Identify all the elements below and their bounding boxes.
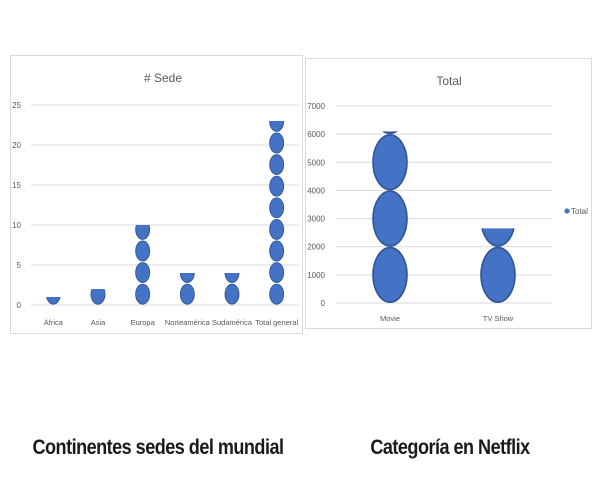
y-tick-label: 0	[321, 299, 326, 308]
x-category-label: Asia	[91, 318, 106, 327]
caption-continentes: Continentes sedes del mundial	[32, 436, 284, 459]
data-symbol	[269, 175, 285, 197]
data-symbol	[480, 246, 516, 303]
caption-netflix: Categoría en Netflix	[370, 436, 530, 459]
data-symbol	[269, 121, 285, 132]
x-category-label: Movie	[380, 314, 400, 323]
y-tick-label: 10	[12, 221, 21, 230]
bar-sudamerica	[224, 273, 240, 305]
data-symbol	[372, 134, 408, 191]
data-symbol	[90, 289, 106, 305]
y-tick-label: 5	[17, 261, 22, 270]
y-tick-label: 20	[12, 141, 21, 150]
bar-asia	[90, 289, 106, 305]
y-tick-label: 0	[17, 301, 22, 310]
y-tick-label: 6000	[307, 130, 325, 139]
data-symbol	[382, 131, 398, 135]
data-symbol	[372, 246, 408, 303]
y-tick-label: 3000	[307, 215, 325, 224]
bar-africa	[46, 297, 61, 305]
x-category-label: Europa	[131, 318, 156, 327]
data-symbol	[135, 262, 151, 284]
bar-norteamerica	[179, 273, 195, 305]
x-category-label: Total general	[255, 318, 298, 327]
y-tick-label: 7000	[307, 102, 325, 111]
chart-panel-netflix: Total 0 1000 2000 3000 4000 5000 6000 7000 Movie T…	[305, 58, 592, 329]
y-tick-label: 1000	[307, 271, 325, 280]
x-category-label: África	[44, 318, 64, 327]
data-symbol	[269, 197, 285, 219]
data-symbol	[179, 273, 195, 284]
chart-sede-svg: # Sede 0 5 10 15 20 25 África Asia Europa Norteamé…	[12, 71, 299, 327]
data-symbol	[269, 218, 285, 240]
data-symbol	[135, 240, 151, 262]
x-category-label: TV Show	[483, 314, 514, 323]
data-symbol	[46, 297, 61, 305]
chart-panel-sede: # Sede 0 5 10 15 20 25 África Asia Europa Norteamé…	[10, 55, 303, 334]
data-symbol	[269, 154, 285, 176]
bar-movie	[372, 131, 408, 303]
data-symbol	[372, 190, 408, 247]
y-tick-label: 4000	[307, 186, 325, 195]
x-category-label: Norteamérica	[165, 318, 211, 327]
chart-netflix-svg: Total 0 1000 2000 3000 4000 5000 6000 7000 Movie T…	[307, 74, 552, 323]
chart-title: # Sede	[144, 71, 182, 85]
data-symbol	[224, 273, 240, 284]
bar-tv-show	[480, 228, 516, 303]
data-symbol	[269, 240, 285, 262]
y-tick-label: 15	[12, 181, 21, 190]
chart-title: Total	[436, 74, 461, 88]
data-symbol	[224, 283, 240, 305]
y-tick-label: 2000	[307, 243, 325, 252]
data-symbol	[179, 283, 195, 305]
data-symbol	[135, 225, 151, 240]
data-symbol	[135, 283, 151, 305]
y-tick-label: 5000	[307, 158, 325, 167]
y-tick-label: 25	[12, 101, 21, 110]
data-symbol	[481, 228, 515, 247]
data-symbol	[269, 262, 285, 284]
bar-total-general	[269, 121, 285, 305]
data-symbol	[269, 132, 285, 154]
data-symbol	[269, 283, 285, 305]
bar-europa	[135, 225, 151, 305]
x-category-label: Sudamérica	[212, 318, 253, 327]
